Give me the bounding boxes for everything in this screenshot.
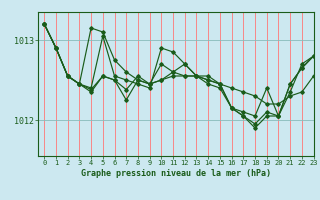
X-axis label: Graphe pression niveau de la mer (hPa): Graphe pression niveau de la mer (hPa) — [81, 169, 271, 178]
